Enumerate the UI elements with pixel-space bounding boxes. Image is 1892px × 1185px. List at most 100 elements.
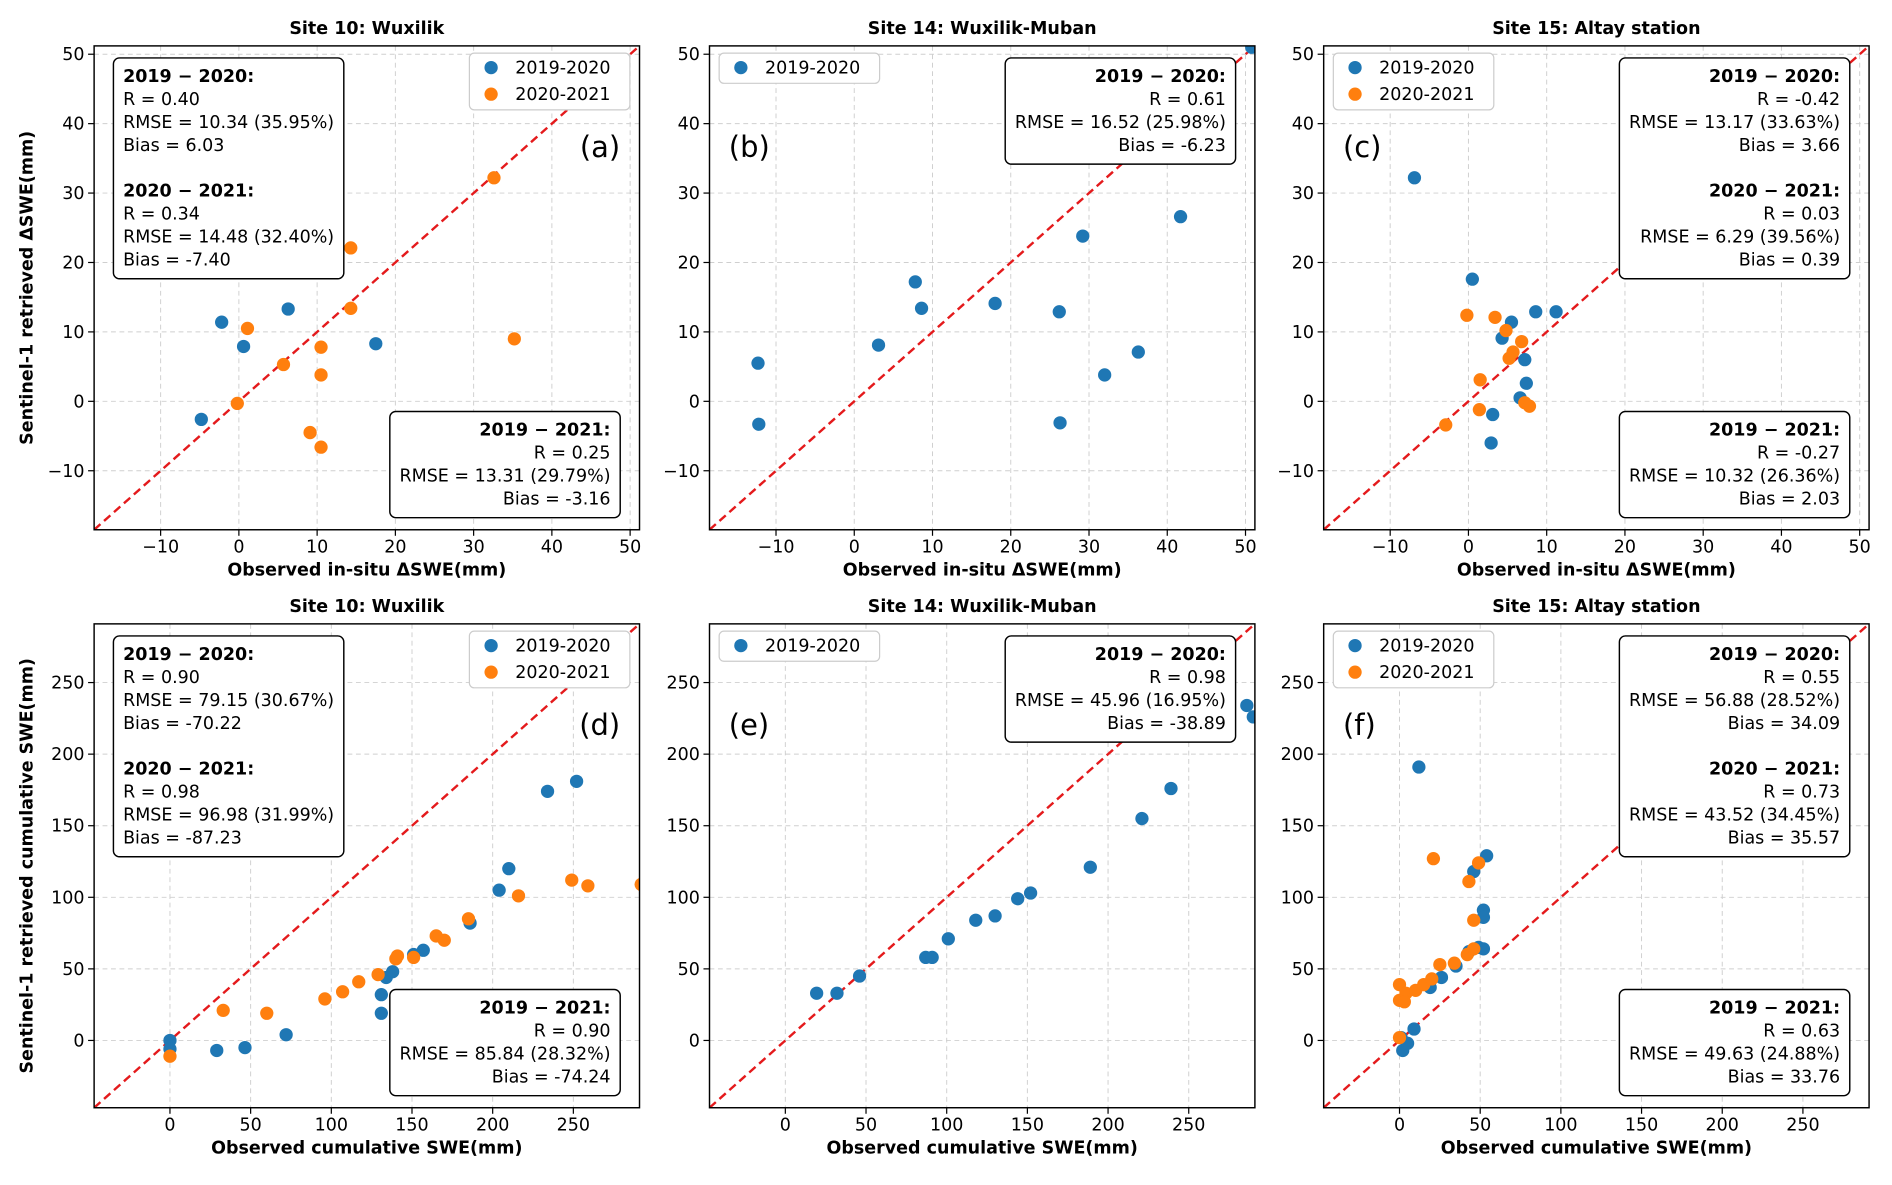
point <box>1488 310 1502 324</box>
stat-line: RMSE = 96.98 (31.99%) <box>123 806 334 826</box>
point <box>925 950 939 965</box>
panel: −10 0 10 20 30 40 50 −10 0 10 20 30 40 50 (a) 2019 − 20… <box>18 19 642 581</box>
axes-frame <box>708 623 1256 1109</box>
legend-frame <box>718 630 881 662</box>
y-tick-label: 20 <box>678 254 700 274</box>
x-tick-label: 50 <box>1234 538 1256 558</box>
x-tick-label: 40 <box>1770 538 1792 558</box>
x-axis-label: Observed cumulative SWE(mm) <box>1441 1139 1752 1159</box>
point <box>240 321 255 336</box>
y-tick-label: 250 <box>51 674 84 694</box>
point <box>385 965 400 979</box>
x-tick-label: 250 <box>557 1116 590 1136</box>
point <box>487 171 501 185</box>
y-tick-label: 0 <box>73 392 84 412</box>
legend: 2019-2020 2020-2021 <box>1332 52 1495 111</box>
point <box>236 339 251 354</box>
stat-box-frame <box>1618 410 1851 519</box>
stat-line: Bias = 34.09 <box>1728 714 1840 734</box>
legend-marker <box>734 60 748 75</box>
x-tick-label: 10 <box>306 538 328 558</box>
panel: −10 0 10 20 30 40 50 −10 0 10 20 30 40 50 (b) 2019 − 20… <box>663 19 1257 581</box>
point <box>1240 698 1254 713</box>
legend-marker <box>1348 87 1362 101</box>
point <box>1098 368 1112 382</box>
stat-line: RMSE = 85.84 (28.32%) <box>399 1044 610 1064</box>
point <box>238 1040 252 1055</box>
stat-period: 2019 − 2020: <box>1095 645 1226 665</box>
panel-title: Site 10: Wuxilik <box>289 597 444 617</box>
y-tick-label: 250 <box>666 674 699 694</box>
stat-line: R = 0.34 <box>123 205 200 225</box>
x-tick-label: 0 <box>233 538 244 558</box>
legend: 2019-2020 2020-2021 <box>468 52 631 111</box>
plot-content <box>709 623 1255 1108</box>
point <box>1245 45 1255 54</box>
point <box>369 337 383 351</box>
stat-period: 2019 − 2020: <box>1709 67 1840 87</box>
point <box>751 356 765 370</box>
y-axis-label: Sentinel-1 retrieved ΔSWE(mm) <box>18 131 38 445</box>
point <box>461 912 476 926</box>
stat-box-frame <box>1618 988 1851 1097</box>
stat-line: R = 0.73 <box>1763 783 1840 803</box>
x-tick-label: 50 <box>619 538 641 558</box>
y-tick-label: 0 <box>689 1031 700 1051</box>
panel: 0 50 100 150 200 250 0 50 100 150 200 250 (d) 2019 − … <box>18 597 641 1159</box>
stat-box-frame <box>389 988 621 1097</box>
x-tick-label: 100 <box>930 1116 963 1136</box>
y-tick-label: 40 <box>62 115 84 135</box>
stat-line: R = 0.40 <box>123 90 200 110</box>
legend-frame <box>468 52 631 111</box>
point <box>437 933 451 947</box>
x-tick-label: 250 <box>1172 1116 1205 1136</box>
plot-content <box>709 45 1255 530</box>
panel-title: Site 10: Wuxilik <box>289 19 444 39</box>
point <box>502 862 516 876</box>
y-tick-label: 150 <box>1281 817 1314 837</box>
point <box>344 241 358 255</box>
x-tick-label: 0 <box>780 1116 791 1136</box>
point <box>1407 171 1422 185</box>
y-tick-label: 40 <box>678 115 700 135</box>
y-tick-label: 40 <box>1292 115 1314 135</box>
point <box>279 1028 293 1042</box>
x-tick-label: 0 <box>1394 1116 1405 1136</box>
point <box>752 417 766 431</box>
point <box>374 1006 388 1020</box>
panel-label: (c) <box>1343 130 1382 164</box>
point <box>281 302 295 316</box>
x-tick-label: 40 <box>541 538 563 558</box>
point <box>352 975 366 989</box>
legend-marker <box>484 638 498 653</box>
stat-box-frame <box>1004 635 1237 743</box>
x-tick-label: 20 <box>384 538 406 558</box>
legend-label: 2020-2021 <box>1379 85 1474 105</box>
point <box>1473 373 1487 387</box>
y-tick-label: −10 <box>663 462 700 482</box>
y-tick-label: 150 <box>666 817 699 837</box>
point <box>1462 874 1476 889</box>
panel-title: Site 14: Wuxilik-Muban <box>868 19 1097 39</box>
stat-box: 2019 − 2020: R = 0.90 RMSE = 79.15 (30.67%… <box>112 635 345 858</box>
x-tick-label: 30 <box>463 538 485 558</box>
stat-line: RMSE = 14.48 (32.40%) <box>123 228 334 248</box>
plot-content <box>1323 623 1870 1108</box>
x-tick-label: 10 <box>921 538 943 558</box>
point <box>276 357 291 372</box>
point <box>1447 956 1462 970</box>
stat-box-frame <box>1618 635 1851 858</box>
legend-label: 2019-2020 <box>1379 637 1474 657</box>
y-tick-label: 0 <box>689 392 700 412</box>
stat-period: 2019 − 2020: <box>1095 67 1226 87</box>
stat-period: 2020 − 2021: <box>123 182 254 202</box>
stat-line: R = 0.55 <box>1763 668 1840 688</box>
point <box>830 986 844 1000</box>
panel-label: (b) <box>729 130 770 164</box>
stat-box-frame <box>112 57 345 280</box>
panel-title: Site 14: Wuxilik-Muban <box>868 597 1097 617</box>
panel-label: (d) <box>579 708 620 742</box>
point <box>163 1049 177 1063</box>
stat-line: R = 0.90 <box>534 1022 611 1042</box>
x-tick-label: 250 <box>1786 1116 1819 1136</box>
